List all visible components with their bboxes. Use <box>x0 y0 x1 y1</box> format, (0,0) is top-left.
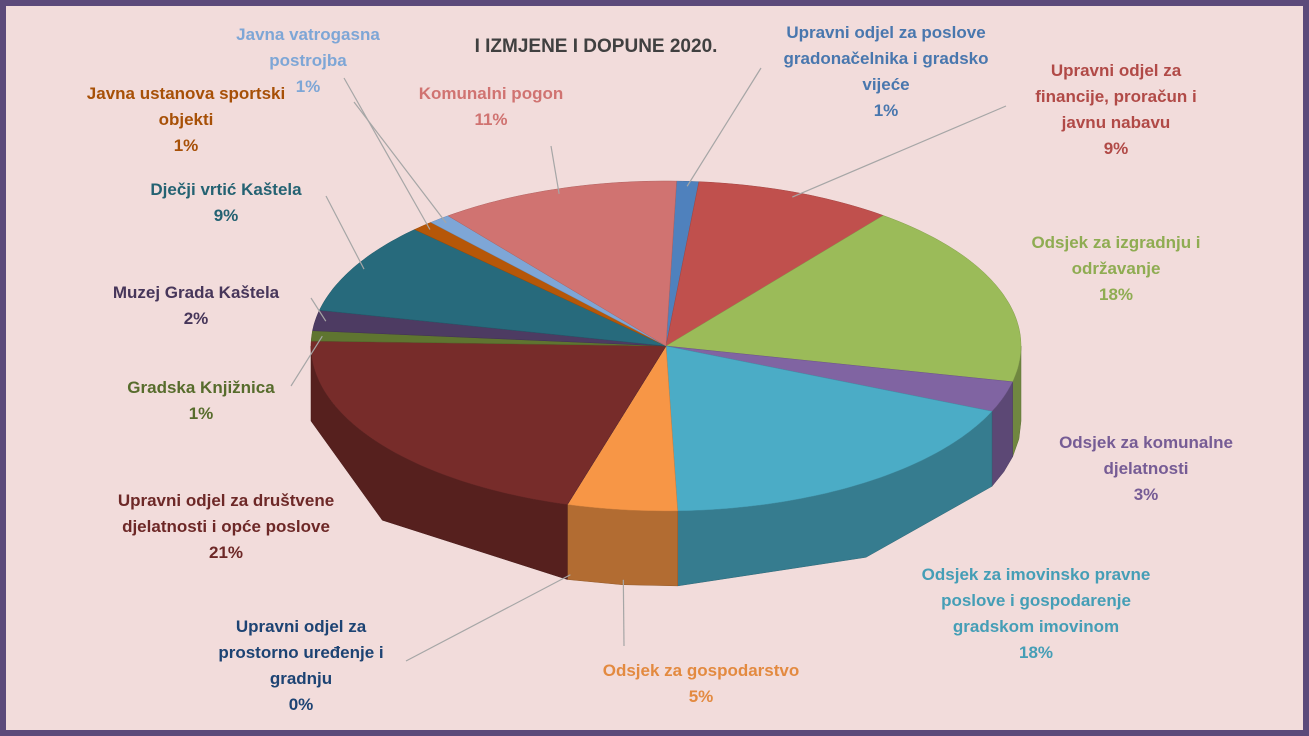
value-label: 21% <box>208 543 244 562</box>
leader-line <box>343 77 431 230</box>
value-label: 18% <box>1098 285 1134 304</box>
value-label: 1% <box>188 404 214 423</box>
data-label: Odsjek za imovinsko pravne poslove i gos… <box>906 562 1166 666</box>
category-label: Komunalni pogon <box>418 84 564 103</box>
category-label: Upravni odjel za društvene djelatnosti i… <box>117 491 335 536</box>
data-label: Odsjek za gospodarstvo 5% <box>571 658 831 710</box>
value-label: 0% <box>288 695 314 714</box>
category-label: Muzej Grada Kaštela <box>112 283 280 302</box>
category-label: Javna vatrogasna postrojba <box>236 25 380 70</box>
chart-title: I IZMJENE I DOPUNE 2020. <box>474 36 718 57</box>
category-label: Gradska Knjižnica <box>127 378 275 397</box>
value-label: 11% <box>474 110 508 129</box>
data-label: Dječji vrtić Kaštela 9% <box>111 177 341 229</box>
value-label: 1% <box>173 136 199 155</box>
data-label: Upravni odjel za prostorno uređenje i gr… <box>201 614 401 718</box>
slice <box>665 181 884 347</box>
category-label: Odsjek za komunalne djelatnosti <box>1059 433 1233 478</box>
leader-line <box>405 574 571 662</box>
category-label: Dječji vrtić Kaštela <box>150 180 302 199</box>
value-label: 1% <box>295 77 321 96</box>
slice <box>665 215 1022 383</box>
leader-line <box>622 579 625 647</box>
data-label: Upravni odjel za društvene djelatnosti i… <box>111 488 341 566</box>
value-label: 9% <box>213 206 239 225</box>
leader-line <box>325 195 365 270</box>
category-label: Upravni odjel za prostorno uređenje i gr… <box>218 617 384 688</box>
data-label: Upravni odjel za financije, proračun i j… <box>1021 58 1211 162</box>
slice <box>665 345 993 512</box>
data-label: Upravni odjel za poslove gradonačelnika … <box>781 20 991 124</box>
value-label: 9% <box>1103 139 1129 158</box>
category-label: Odsjek za izgradnju i održavanje <box>1031 233 1201 278</box>
value-label: 18% <box>1018 643 1054 662</box>
data-label: Odsjek za komunalne djelatnosti 3% <box>1031 430 1261 508</box>
category-label: Odsjek za gospodarstvo <box>602 661 800 680</box>
slice <box>665 345 1013 412</box>
category-label: Upravni odjel za poslove gradonačelnika … <box>783 23 989 94</box>
category-label: Javna ustanova sportski objekti <box>86 84 286 129</box>
slice <box>319 229 667 347</box>
value-label: 3% <box>1133 485 1159 504</box>
leader-line <box>792 105 1007 198</box>
data-label: Javna ustanova sportski objekti 1% <box>66 81 306 159</box>
pie-plot <box>290 67 1022 662</box>
slice-side <box>567 504 678 587</box>
leader-line <box>550 145 560 194</box>
value-label: 1% <box>873 101 899 120</box>
data-label: Komunalni pogon 11% <box>386 81 596 133</box>
leader-line <box>290 335 323 387</box>
leader-line <box>353 101 447 224</box>
category-label: Upravni odjel za financije, proračun i j… <box>1035 61 1197 132</box>
slice <box>447 180 677 347</box>
data-label: Muzej Grada Kaštela 2% <box>76 280 316 332</box>
value-label: 2% <box>183 309 209 328</box>
slice-tops <box>310 180 1022 512</box>
slice <box>566 345 678 512</box>
slice <box>414 222 667 347</box>
data-label: Javna vatrogasna postrojba 1% <box>223 22 393 100</box>
category-label: Odsjek za imovinsko pravne poslove i gos… <box>921 565 1151 636</box>
leader-line <box>310 297 327 322</box>
slice <box>430 215 667 347</box>
leader-line <box>686 67 762 187</box>
data-label: Gradska Knjižnica 1% <box>101 375 301 427</box>
data-label: Odsjek za izgradnju i održavanje 18% <box>996 230 1236 308</box>
slice <box>310 340 667 505</box>
value-label: 5% <box>688 687 714 706</box>
